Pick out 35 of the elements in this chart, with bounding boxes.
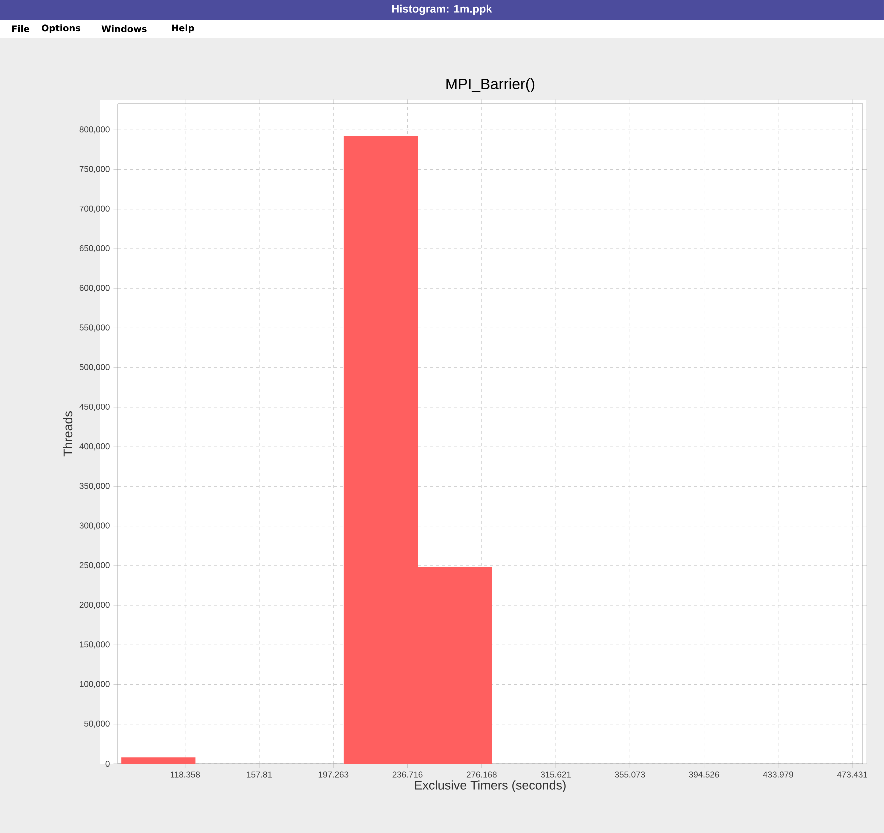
x-tick-label: 276.168 (466, 772, 497, 778)
x-tick-label: 355.073 (615, 772, 646, 778)
x-tick-label: 433.979 (763, 772, 794, 778)
text: Options (42, 24, 81, 34)
x-tick-label: 315.621 (540, 772, 571, 778)
text: File (12, 26, 30, 32)
y-tick-label: 200,000 (80, 602, 110, 610)
x-tick-label: 473.431 (837, 772, 868, 778)
x-tick-label: 197.263 (318, 772, 349, 778)
x-tick-label: 118.358 (170, 772, 200, 778)
x-tick-label: 394.526 (689, 772, 720, 778)
y-tick-label: 500,000 (80, 364, 110, 372)
y-tick-label: 700,000 (80, 206, 110, 213)
text: Histogram: 1m.ppk (392, 4, 492, 16)
y-tick-label: 250,000 (80, 562, 110, 570)
text: Windows (102, 26, 147, 32)
y-tick-label: 650,000 (80, 245, 110, 252)
y-tick-label: 600,000 (80, 285, 110, 292)
y-tick-label: 450,000 (80, 404, 110, 411)
y-tick-label: 750,000 (80, 166, 110, 174)
y-tick-label: 50,000 (84, 720, 110, 728)
y-tick-label: 400,000 (80, 444, 110, 451)
y-tick-label: 800,000 (80, 126, 110, 134)
chart-title: MPI_Barrier() (446, 78, 535, 92)
x-tick-label: 236.716 (392, 772, 423, 778)
x-tick-label: 157.81 (247, 772, 272, 778)
y-axis-title: Threads (63, 412, 73, 457)
y-tick-label: 100,000 (80, 681, 110, 688)
y-tick-label: 350,000 (80, 483, 110, 490)
text: Help (172, 24, 194, 34)
x-axis-title: Exclusive Timers (seconds) (415, 780, 566, 792)
y-tick-label: 150,000 (80, 642, 110, 649)
y-tick-label: 550,000 (80, 324, 110, 332)
y-tick-label: 0 (106, 760, 110, 767)
y-tick-label: 300,000 (80, 522, 110, 530)
